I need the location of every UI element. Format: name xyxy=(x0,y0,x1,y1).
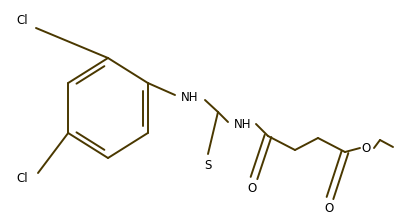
Text: O: O xyxy=(324,202,333,215)
Text: O: O xyxy=(247,181,256,194)
Text: O: O xyxy=(361,142,371,155)
Text: S: S xyxy=(204,159,212,172)
Text: Cl: Cl xyxy=(16,13,28,26)
Text: Cl: Cl xyxy=(16,172,28,185)
Text: NH: NH xyxy=(234,118,252,131)
Text: NH: NH xyxy=(181,90,199,103)
